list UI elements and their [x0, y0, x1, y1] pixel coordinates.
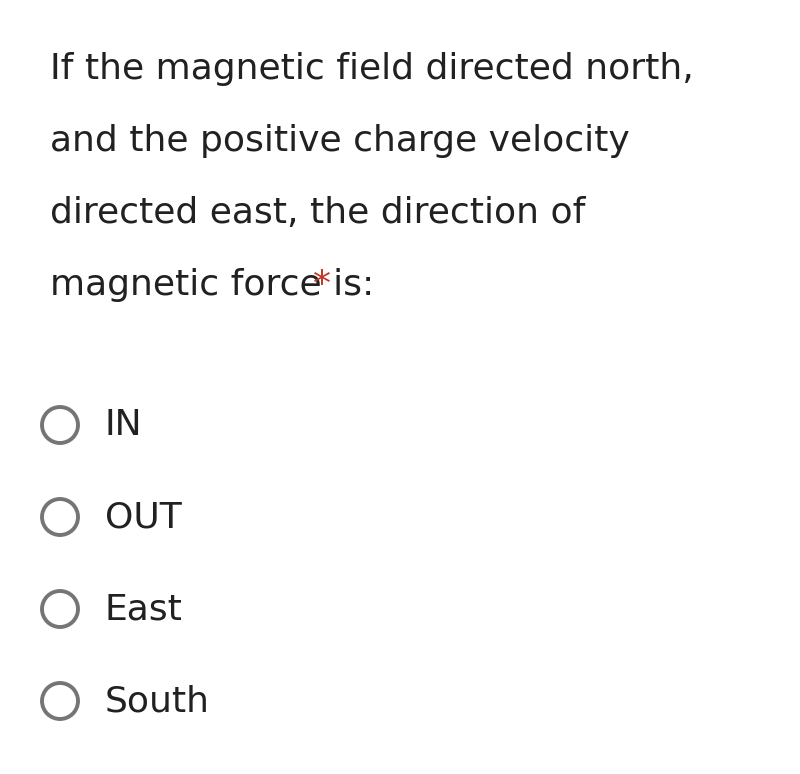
Text: IN: IN: [105, 408, 142, 442]
Circle shape: [42, 407, 78, 443]
Circle shape: [42, 683, 78, 719]
Circle shape: [42, 591, 78, 627]
Text: *: *: [313, 268, 331, 302]
Text: magnetic force is:: magnetic force is:: [50, 268, 386, 302]
Text: and the positive charge velocity: and the positive charge velocity: [50, 124, 630, 158]
Text: directed east, the direction of: directed east, the direction of: [50, 196, 586, 230]
Text: South: South: [105, 684, 210, 718]
Text: East: East: [105, 592, 183, 626]
Text: If the magnetic field directed north,: If the magnetic field directed north,: [50, 52, 694, 86]
Circle shape: [42, 499, 78, 535]
Text: OUT: OUT: [105, 500, 182, 534]
